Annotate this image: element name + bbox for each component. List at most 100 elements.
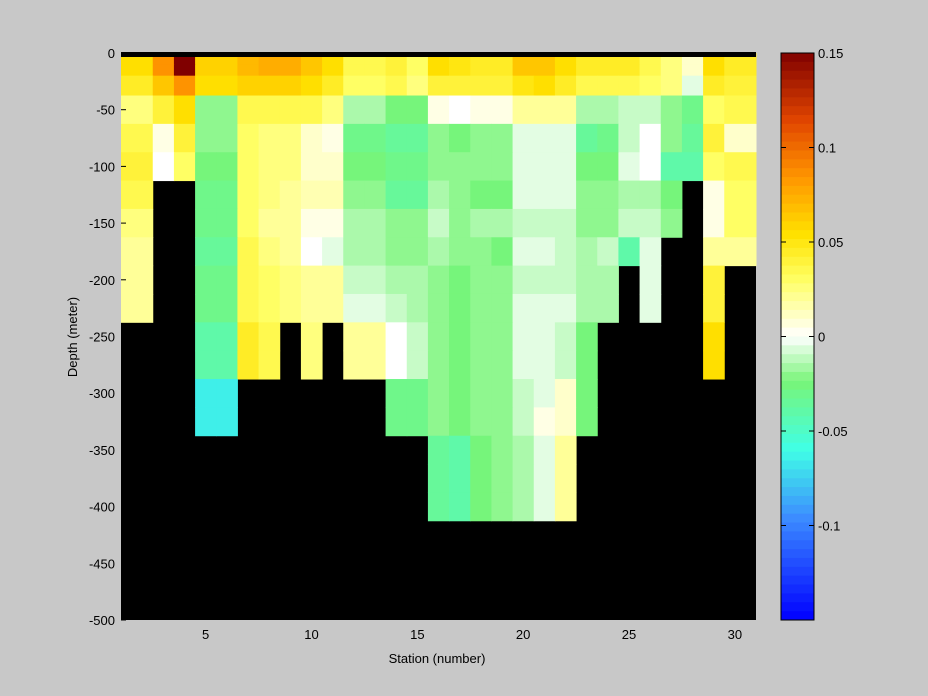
heatmap-cell (724, 64, 757, 77)
heatmap-cell (300, 350, 323, 380)
heatmap-cell (618, 95, 641, 125)
heatmap-cell (491, 379, 514, 408)
heatmap-cell (639, 152, 662, 182)
heatmap-cell (470, 407, 492, 437)
heatmap-cell (216, 53, 238, 65)
heatmap-cell (618, 208, 641, 238)
colorbar-step (781, 504, 814, 515)
heatmap-cell (427, 152, 450, 182)
heatmap-cell (385, 208, 408, 238)
colorbar-step (781, 53, 814, 63)
heatmap-cell (639, 75, 662, 97)
heatmap-cell (597, 265, 619, 295)
heatmap-cell (512, 152, 535, 182)
heatmap-cell (491, 322, 514, 352)
colorbar-step (781, 566, 814, 577)
heatmap-cell (533, 75, 556, 97)
heatmap-cell (322, 265, 344, 295)
heatmap-cell (343, 350, 365, 380)
heatmap-cell (195, 407, 217, 437)
heatmap-cell (554, 180, 577, 210)
heatmap-cell (322, 64, 344, 77)
heatmap-cell (449, 407, 471, 437)
heatmap-cell (322, 75, 344, 97)
heatmap-cell (152, 95, 175, 125)
heatmap-cell (427, 237, 450, 267)
heatmap-cell (597, 293, 619, 323)
heatmap-cell (427, 123, 450, 153)
heatmap-cell (533, 379, 556, 408)
heatmap-cell (216, 407, 238, 437)
heatmap-cell (533, 64, 556, 77)
colorbar-step (781, 283, 814, 293)
colorbar-tick-label: 0.05 (818, 235, 843, 250)
heatmap-cell (427, 492, 450, 522)
y-tick-label: -500 (89, 613, 115, 628)
heatmap-cell (533, 435, 556, 465)
heatmap-cell (576, 208, 598, 238)
heatmap-cell (597, 95, 619, 125)
heatmap-cell (322, 53, 344, 65)
heatmap-cell (449, 265, 471, 295)
heatmap-cell (576, 293, 598, 323)
heatmap-cell (173, 53, 196, 65)
heatmap-cell (258, 265, 281, 295)
heatmap-cell (681, 152, 704, 182)
heatmap-cell (152, 123, 175, 153)
heatmap-cell (449, 180, 471, 210)
heatmap-cell (576, 350, 598, 380)
heatmap-cell (216, 322, 238, 352)
heatmap-cell (173, 152, 196, 182)
heatmap-cell (449, 53, 471, 65)
colorbar-step (781, 389, 814, 400)
heatmap-cell (554, 322, 577, 352)
heatmap-cell (364, 180, 387, 210)
heatmap-cell (449, 152, 471, 182)
heatmap-cell (470, 379, 492, 408)
heatmap-cell (512, 180, 535, 210)
heatmap-cell (195, 53, 217, 65)
heatmap-cell (449, 464, 471, 493)
colorbar-step (781, 425, 814, 435)
heatmap-cell (385, 64, 408, 77)
heatmap-cell (533, 237, 556, 267)
heatmap-cell (364, 237, 387, 267)
heatmap-cell (491, 180, 514, 210)
heatmap-cell (300, 293, 323, 323)
heatmap-cell (449, 435, 471, 465)
heatmap-cell (406, 293, 429, 323)
heatmap-cell (703, 53, 725, 65)
colorbar-step (781, 345, 814, 355)
heatmap-cell (554, 237, 577, 267)
heatmap-cell (343, 293, 365, 323)
heatmap-cell (470, 123, 492, 153)
heatmap-cell (512, 237, 535, 267)
heatmap-cell (618, 237, 641, 267)
heatmap-cell (406, 322, 429, 352)
heatmap-cell (639, 123, 662, 153)
heatmap-cell (554, 208, 577, 238)
heatmap-cell (427, 322, 450, 352)
heatmap-cell (237, 123, 260, 153)
heatmap-cell (660, 123, 683, 153)
heatmap-cell (385, 265, 408, 295)
heatmap-cell (195, 123, 217, 153)
heatmap-cell (554, 407, 577, 437)
heatmap-cell (554, 265, 577, 295)
heatmap-cell (237, 322, 260, 352)
heatmap-cell (279, 95, 302, 125)
colorbar-step (781, 115, 814, 125)
heatmap-cell (427, 435, 450, 465)
heatmap-cell (449, 64, 471, 77)
colorbar-step (781, 97, 814, 107)
heatmap-cell (491, 237, 514, 267)
heatmap-cell (279, 75, 302, 97)
heatmap-cell (343, 180, 365, 210)
heatmap-cell (554, 350, 577, 380)
heatmap-cell (195, 265, 217, 295)
heatmap-cell (121, 265, 154, 295)
colorbar-step (781, 168, 814, 178)
heatmap-cell (449, 293, 471, 323)
heatmap-cell (364, 53, 387, 65)
heatmap-cell (639, 265, 662, 295)
